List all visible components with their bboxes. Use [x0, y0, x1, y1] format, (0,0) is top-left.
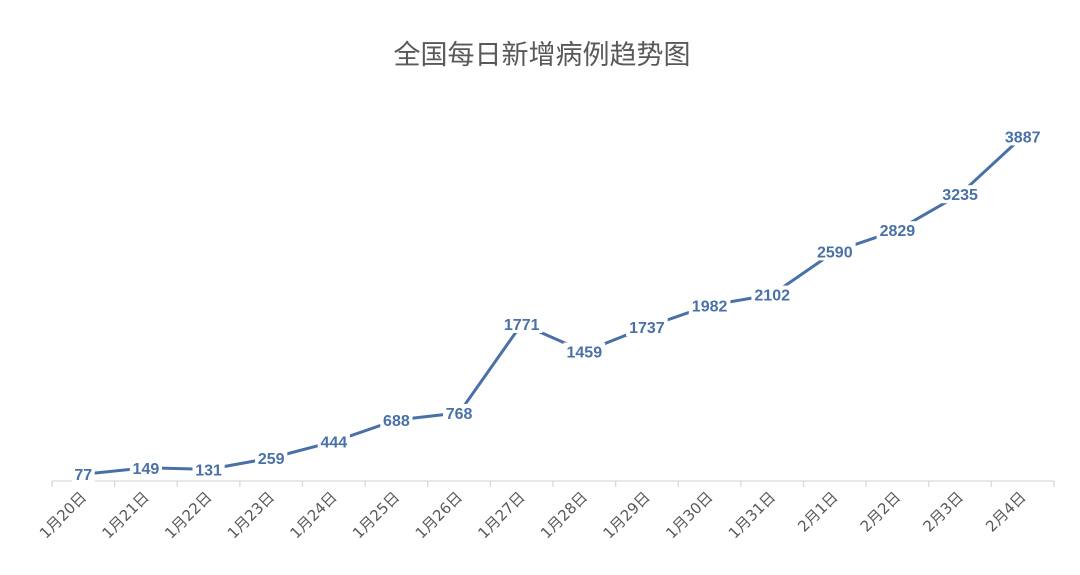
data-label: 768 — [446, 406, 473, 423]
data-label: 2590 — [817, 244, 853, 261]
data-label-background — [814, 242, 856, 261]
x-tick-label: 2月1日 — [794, 488, 841, 535]
x-tick-label: 1月23日 — [224, 488, 278, 542]
data-label: 2829 — [880, 223, 916, 240]
data-label: 688 — [383, 413, 410, 430]
x-tick-label: 1月31日 — [725, 488, 779, 542]
x-tick-label: 1月26日 — [412, 488, 466, 542]
data-label-background — [688, 296, 731, 315]
data-label-background — [563, 342, 606, 361]
data-label: 77 — [74, 467, 92, 484]
data-label: 3887 — [1005, 129, 1041, 146]
x-tick-label: 2月3日 — [919, 488, 966, 535]
x-tick-label: 1月24日 — [286, 488, 340, 542]
data-labels: 77 149 131 259 444 688 768 1771 1459 1737 1982 2102… — [71, 127, 1044, 484]
x-tick-label: 1月28日 — [537, 488, 591, 542]
data-label-background — [1001, 127, 1044, 146]
data-label: 2102 — [754, 288, 790, 305]
data-label-background — [129, 458, 162, 477]
chart-title: 全国每日新增病例趋势图 — [394, 40, 691, 71]
data-label-background — [255, 449, 288, 467]
series-line-layer — [81, 134, 1025, 476]
x-tick-label: 2月2日 — [857, 488, 904, 535]
data-label: 1737 — [629, 320, 665, 337]
data-label-background — [500, 315, 543, 333]
x-tick-label: 1月20日 — [36, 488, 90, 542]
data-label-background — [192, 460, 225, 479]
data-label: 259 — [258, 451, 285, 468]
data-label: 149 — [133, 461, 160, 478]
x-axis-ticks — [51, 481, 1055, 487]
data-label-background — [626, 318, 668, 336]
x-tick-label: 1月30日 — [662, 488, 716, 542]
x-tick-label: 1月21日 — [99, 488, 153, 542]
data-label: 1771 — [504, 317, 540, 334]
data-label-background — [751, 285, 793, 304]
data-label-background — [71, 465, 95, 484]
x-tick-label: 1月27日 — [474, 488, 528, 542]
data-label-background — [380, 411, 413, 429]
series-line — [81, 134, 1025, 476]
x-tick-label: 2月4日 — [982, 488, 1029, 535]
x-tick-label: 1月25日 — [349, 488, 403, 542]
data-label: 1982 — [692, 298, 728, 315]
data-label-background — [876, 221, 919, 240]
x-tick-labels: 1月20日 1月21日 1月22日 1月23日 1月24日 1月25日 1月26日 1月27日… — [36, 488, 1030, 542]
data-label: 3235 — [942, 187, 978, 204]
data-label: 444 — [320, 435, 347, 452]
data-label: 1459 — [567, 345, 603, 362]
data-label: 131 — [195, 462, 222, 479]
x-tick-label: 1月22日 — [161, 488, 215, 542]
data-label-background — [317, 432, 350, 451]
data-label-background — [939, 185, 981, 204]
data-label-background — [443, 403, 476, 422]
x-tick-label: 1月29日 — [600, 488, 654, 542]
